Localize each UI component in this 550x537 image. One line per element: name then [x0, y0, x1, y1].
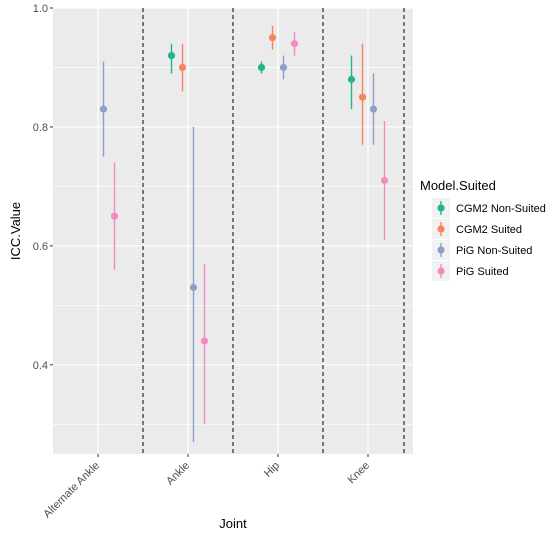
- data-point: [290, 40, 299, 48]
- data-point: [178, 63, 187, 72]
- legend-key-point: [437, 225, 445, 233]
- data-point: [268, 34, 277, 42]
- x-tick-label: Knee: [345, 460, 372, 487]
- data-point: [99, 105, 108, 113]
- legend-label: PiG Suited: [456, 266, 509, 278]
- data-point: [257, 63, 266, 72]
- x-tick-label: Alternate Ankle: [41, 460, 102, 521]
- data-point: [200, 337, 209, 345]
- legend: Model.Suited CGM2 Non-Suited CGM2 Suited P…: [420, 178, 546, 281]
- legend-title: Model.Suited: [420, 178, 496, 193]
- joint-separators: [142, 8, 405, 454]
- legend-key-point: [437, 246, 445, 254]
- x-axis-title: Joint: [219, 516, 247, 531]
- x-axis-ticks: Alternate Ankle Ankle Hip Knee: [41, 454, 372, 520]
- y-tick-label: 0.4: [33, 360, 48, 372]
- y-tick-label: 0.8: [33, 122, 48, 134]
- y-tick-label: 0.6: [33, 241, 48, 253]
- data-point: [369, 105, 378, 113]
- data-point: [358, 93, 367, 101]
- y-tick-label: 1.0: [33, 3, 48, 15]
- data-point: [380, 176, 389, 185]
- data-point: [110, 212, 119, 220]
- legend-label: CGM2 Suited: [456, 224, 522, 236]
- legend-label: CGM2 Non-Suited: [456, 203, 546, 215]
- data-point: [279, 63, 288, 72]
- y-axis-ticks: 0.4 0.6 0.8 1.0: [33, 3, 53, 372]
- legend-label: PiG Non-Suited: [456, 245, 532, 257]
- data-points: [99, 34, 389, 345]
- data-point: [189, 283, 198, 292]
- grid-lines: [53, 7, 413, 454]
- data-point: [167, 51, 176, 60]
- data-point: [347, 75, 356, 83]
- y-axis-title: ICC.Value: [8, 202, 23, 260]
- legend-key-point: [437, 267, 445, 275]
- x-tick-label: Hip: [262, 460, 282, 480]
- legend-key-point: [437, 204, 445, 212]
- x-tick-label: Ankle: [164, 460, 192, 488]
